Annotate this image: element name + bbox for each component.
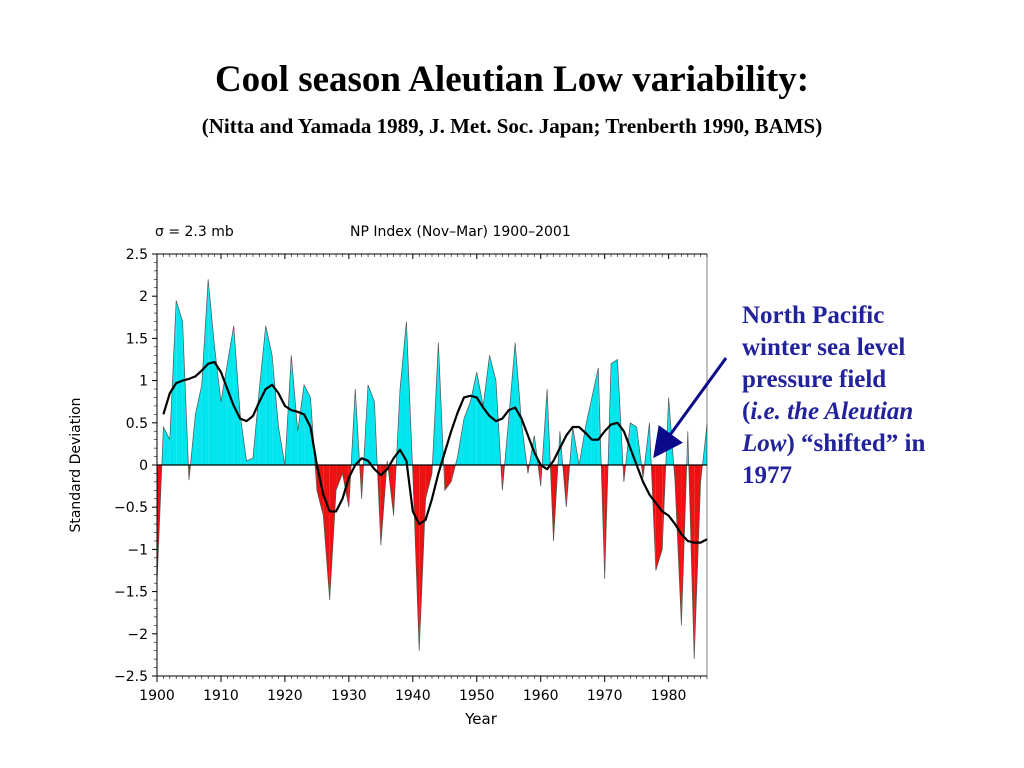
y-tick-label: −2.5	[114, 669, 148, 685]
negative-area-segment	[157, 465, 162, 584]
annotation-line-2: winter sea level	[742, 334, 906, 361]
positive-area-segment	[284, 355, 292, 465]
positive-area-segment	[214, 346, 221, 465]
x-tick-label: 1930	[331, 688, 367, 704]
annotation-line-6: 1977	[742, 462, 792, 489]
x-tick-label: 1980	[651, 688, 687, 704]
y-tick-label: −1	[127, 542, 148, 558]
positive-area-segment	[463, 401, 471, 465]
raw-series-line	[156, 279, 708, 660]
negative-area-segment	[419, 465, 426, 651]
annotation-line-5: Low) “shifted” in	[742, 428, 1012, 460]
arrow-line	[653, 357, 728, 459]
y-tick-label: −2	[127, 627, 148, 643]
negative-area-segment	[550, 465, 554, 541]
x-axis-label: Year	[464, 710, 498, 728]
positive-area-segment	[233, 325, 241, 465]
positive-area-segment	[611, 359, 618, 465]
negative-area-segment	[444, 465, 452, 491]
np-index-chart: σ = 2.3 mb NP Index (Nov–Mar) 1900–2001 …	[60, 210, 720, 740]
chart-title: NP Index (Nov–Mar) 1900–2001	[350, 224, 571, 240]
positive-area-segment	[368, 384, 375, 465]
area-series	[156, 279, 708, 660]
negative-area-segment	[566, 465, 570, 508]
y-tick-label: 1	[139, 374, 148, 390]
positive-area-segment	[195, 384, 202, 465]
negative-area-segment	[336, 465, 343, 491]
chart-canvas: σ = 2.3 mb NP Index (Nov–Mar) 1900–2001 …	[68, 224, 708, 728]
y-tick-label: −0.5	[114, 500, 148, 516]
positive-area-segment	[559, 431, 563, 465]
positive-area-segment	[304, 384, 311, 465]
negative-area-segment	[425, 465, 432, 499]
positive-area-segment	[400, 321, 407, 465]
annotation-arrow	[653, 357, 728, 459]
positive-area-segment	[476, 372, 484, 465]
negative-area-segment	[316, 465, 324, 516]
positive-area-segment	[515, 342, 522, 465]
smoothed-line-series	[162, 360, 708, 544]
y-tick-label: −1.5	[114, 585, 148, 601]
y-tick-label: 1.5	[126, 331, 148, 347]
annotation-text: North Pacific winter sea level pressure …	[742, 300, 1012, 492]
y-tick-label: 2	[139, 289, 148, 305]
positive-area-segment	[508, 342, 516, 465]
positive-area-segment	[246, 458, 253, 465]
positive-area-segment	[521, 422, 527, 465]
y-tick-label: 2.5	[126, 247, 148, 263]
positive-area-segment	[625, 422, 631, 465]
chart-axes	[156, 253, 708, 677]
x-tick-label: 1940	[395, 688, 431, 704]
positive-area-segment	[542, 389, 548, 465]
annotation-line-4: (i.e. the Aleutian	[742, 396, 1012, 428]
annotation-open-paren: (	[742, 398, 751, 425]
negative-area-segment	[329, 465, 337, 601]
x-tick-label: 1960	[523, 688, 559, 704]
y-tick-label: 0	[139, 458, 148, 474]
chart-sigma-label: σ = 2.3 mb	[155, 224, 234, 240]
y-axis-label: Standard Deviation	[68, 397, 84, 532]
x-tick-label: 1950	[459, 688, 495, 704]
positive-area-segment	[190, 414, 196, 465]
x-tick-label: 1970	[587, 688, 623, 704]
slide-title: Cool season Aleutian Low variability:	[214, 59, 810, 100]
positive-area-segment	[272, 355, 279, 465]
slide-subtitle: (Nitta and Yamada 1989, J. Met. Soc. Jap…	[201, 114, 823, 138]
x-tick-label: 1900	[139, 688, 175, 704]
annotation-shifted: ) “shifted” in	[786, 430, 926, 457]
annotation-italic-ie: i.e. the Aleutian	[750, 398, 914, 425]
smoothed-line	[162, 360, 708, 544]
positive-area-segment	[585, 397, 592, 465]
x-tick-label: 1920	[267, 688, 303, 704]
positive-area-segment	[208, 279, 215, 465]
chart-ticks: 2.5 2 1.5 1 0.5 0 −0.5 −1 −1.5 −2 −2.5 1900 1910 1920…	[114, 247, 708, 704]
positive-area-segment	[489, 355, 496, 465]
positive-area-segment	[297, 384, 305, 465]
positive-area-segment	[265, 325, 273, 465]
positive-area-segment	[201, 279, 209, 465]
x-tick-label: 1910	[203, 688, 239, 704]
negative-area-segment	[655, 465, 663, 571]
annotation-line-3: pressure field	[742, 366, 887, 393]
positive-area-segment	[220, 363, 228, 465]
y-tick-label: 0.5	[126, 416, 148, 432]
positive-area-segment	[457, 418, 464, 465]
negative-area-segment	[662, 465, 666, 550]
annotation-line-1: North Pacific	[742, 302, 885, 329]
annotation-italic-low: Low	[742, 430, 787, 457]
